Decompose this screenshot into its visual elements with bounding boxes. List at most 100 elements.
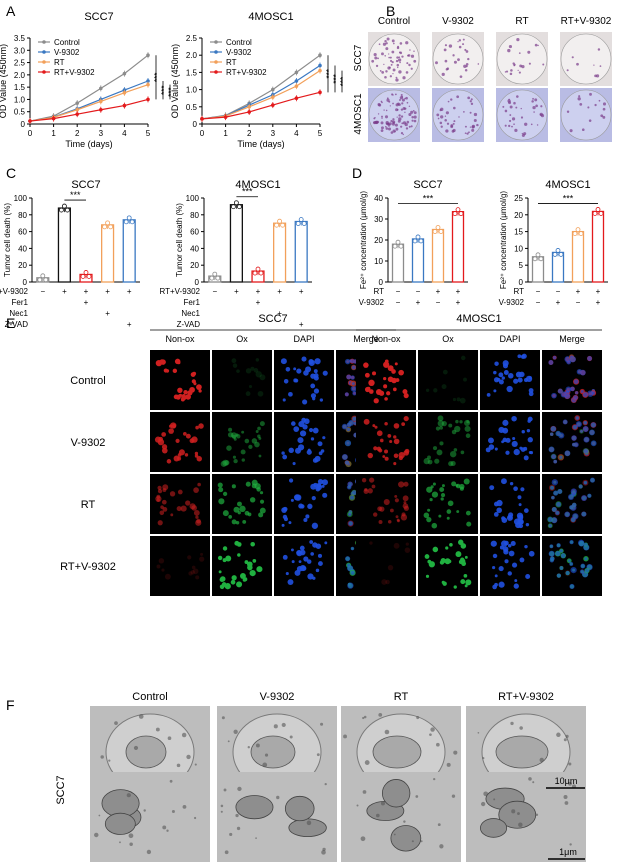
cell [161, 568, 165, 572]
cell [492, 553, 498, 559]
cell [513, 378, 519, 384]
cell [581, 511, 587, 517]
tem-speck [403, 820, 406, 823]
chart-title: SCC7 [84, 11, 113, 23]
cell [505, 450, 510, 455]
data-point [65, 207, 70, 213]
cell [387, 520, 392, 524]
colony [514, 128, 518, 132]
cell [222, 510, 229, 517]
colony [436, 113, 440, 117]
cell [439, 426, 444, 430]
cell [348, 521, 354, 527]
colony [473, 119, 477, 123]
chart-title: 4MOSC1 [248, 11, 293, 23]
cell [460, 579, 466, 585]
data-point [122, 103, 127, 108]
colony [527, 50, 531, 54]
cell [373, 398, 379, 404]
colony [408, 105, 411, 107]
y-tick-label: 0 [195, 278, 200, 287]
colony [410, 54, 415, 58]
tem-speck [360, 836, 366, 842]
condition-label: RT [373, 287, 384, 296]
tem-speck [511, 809, 516, 814]
cell [222, 459, 229, 466]
tem-speck [416, 716, 420, 720]
cell [248, 444, 253, 450]
cell [440, 493, 446, 498]
cell [425, 574, 430, 578]
colony [406, 62, 409, 65]
cell [312, 542, 318, 548]
cell [583, 448, 589, 454]
y-tick-label: 1.5 [186, 68, 198, 77]
cell [367, 488, 373, 494]
cell [249, 497, 256, 503]
bar [229, 204, 243, 283]
significance-marker: *** [160, 86, 169, 95]
cell [549, 558, 555, 563]
cell [564, 450, 571, 457]
tem-speck [532, 781, 535, 784]
colony [439, 121, 443, 125]
cell [394, 494, 398, 498]
colony [457, 41, 459, 43]
cell [384, 449, 389, 454]
tem-speck [220, 810, 223, 813]
colony [595, 74, 600, 78]
cell [350, 495, 355, 500]
cell [255, 358, 260, 362]
cell [230, 579, 236, 585]
cell [190, 570, 196, 575]
condition-mark: + [62, 287, 67, 296]
cell [350, 546, 355, 551]
cell [494, 361, 499, 366]
cell [523, 455, 529, 461]
cell [584, 557, 588, 561]
cell [490, 540, 497, 547]
panel-label-b: B [386, 3, 395, 19]
cell [583, 420, 588, 425]
y-tick-label: 20 [18, 261, 27, 270]
cell [529, 451, 534, 455]
cell [526, 428, 531, 433]
cell [287, 579, 294, 586]
cell [298, 560, 302, 564]
colony [599, 65, 602, 67]
bar [411, 238, 425, 283]
colony [458, 39, 462, 42]
x-axis-label: Time (days) [237, 139, 284, 149]
cell [570, 488, 577, 495]
cell [398, 481, 405, 488]
tem-speck [181, 732, 187, 738]
bar [451, 210, 465, 283]
cell [298, 503, 304, 509]
colony [381, 101, 383, 104]
data-point [99, 99, 103, 104]
cell [232, 363, 238, 368]
tem-speck [453, 750, 458, 755]
channel-label: Ox [442, 334, 454, 344]
y-tick-label: 0.5 [14, 108, 26, 117]
cell [455, 419, 459, 424]
data-point [274, 222, 280, 228]
colony [384, 115, 389, 119]
cell [232, 455, 237, 459]
cell [161, 447, 168, 454]
cell [393, 438, 400, 445]
tem-speck [556, 732, 561, 738]
cell [403, 393, 409, 399]
cell [580, 429, 583, 433]
cell [446, 516, 450, 520]
panel-label-d: D [352, 165, 362, 181]
condition-label: Z-VAD [5, 320, 29, 329]
panel-label-e: E [6, 315, 15, 331]
cell [259, 507, 266, 514]
series-line [201, 91, 321, 120]
legend-marker [214, 60, 218, 64]
cell [177, 387, 183, 394]
condition-mark: + [277, 309, 282, 318]
cell [580, 389, 584, 394]
cell [166, 459, 172, 464]
